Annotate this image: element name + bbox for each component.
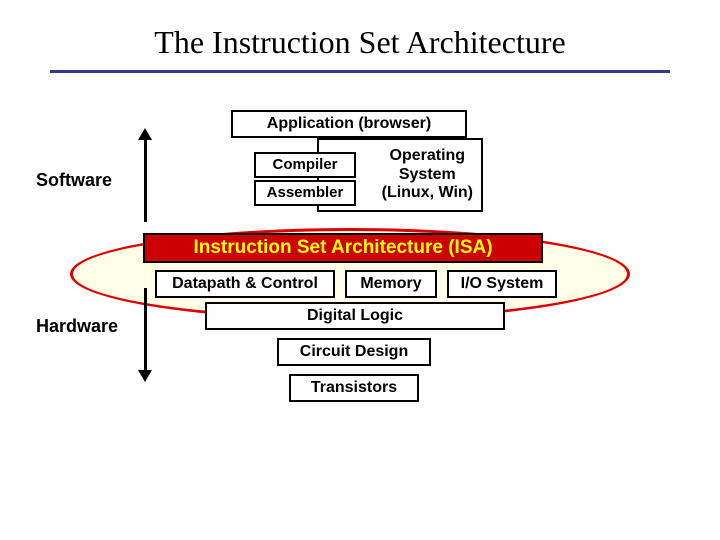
circuit-label: Circuit Design	[300, 343, 408, 361]
compiler-box: Compiler	[254, 152, 356, 178]
hardware-arrow-line	[144, 288, 147, 370]
memory-label: Memory	[360, 275, 421, 293]
application-label: Application (browser)	[267, 115, 431, 133]
hardware-arrow-head	[138, 370, 152, 382]
isa-box: Instruction Set Architecture (ISA)	[143, 233, 543, 263]
assembler-box: Assembler	[254, 180, 356, 206]
io-box: I/O System	[447, 270, 557, 298]
software-label: Software	[36, 170, 112, 191]
transistors-label: Transistors	[311, 379, 397, 397]
io-label: I/O System	[461, 275, 544, 293]
digital-label: Digital Logic	[307, 307, 403, 325]
compiler-label: Compiler	[272, 156, 337, 173]
title-rule	[50, 70, 670, 73]
datapath-label: Datapath & Control	[172, 275, 318, 293]
software-arrow-line	[144, 140, 147, 222]
hardware-label: Hardware	[36, 316, 118, 337]
application-box: Application (browser)	[231, 110, 467, 138]
datapath-box: Datapath & Control	[155, 270, 335, 298]
isa-label: Instruction Set Architecture (ISA)	[193, 237, 492, 259]
memory-box: Memory	[345, 270, 437, 298]
digital-box: Digital Logic	[205, 302, 505, 330]
page-title: The Instruction Set Architecture	[0, 24, 720, 61]
software-arrow-head	[138, 128, 152, 140]
os-label: Operating System (Linux, Win)	[382, 147, 473, 202]
transistors-box: Transistors	[289, 374, 419, 402]
circuit-box: Circuit Design	[277, 338, 431, 366]
assembler-label: Assembler	[267, 184, 344, 201]
